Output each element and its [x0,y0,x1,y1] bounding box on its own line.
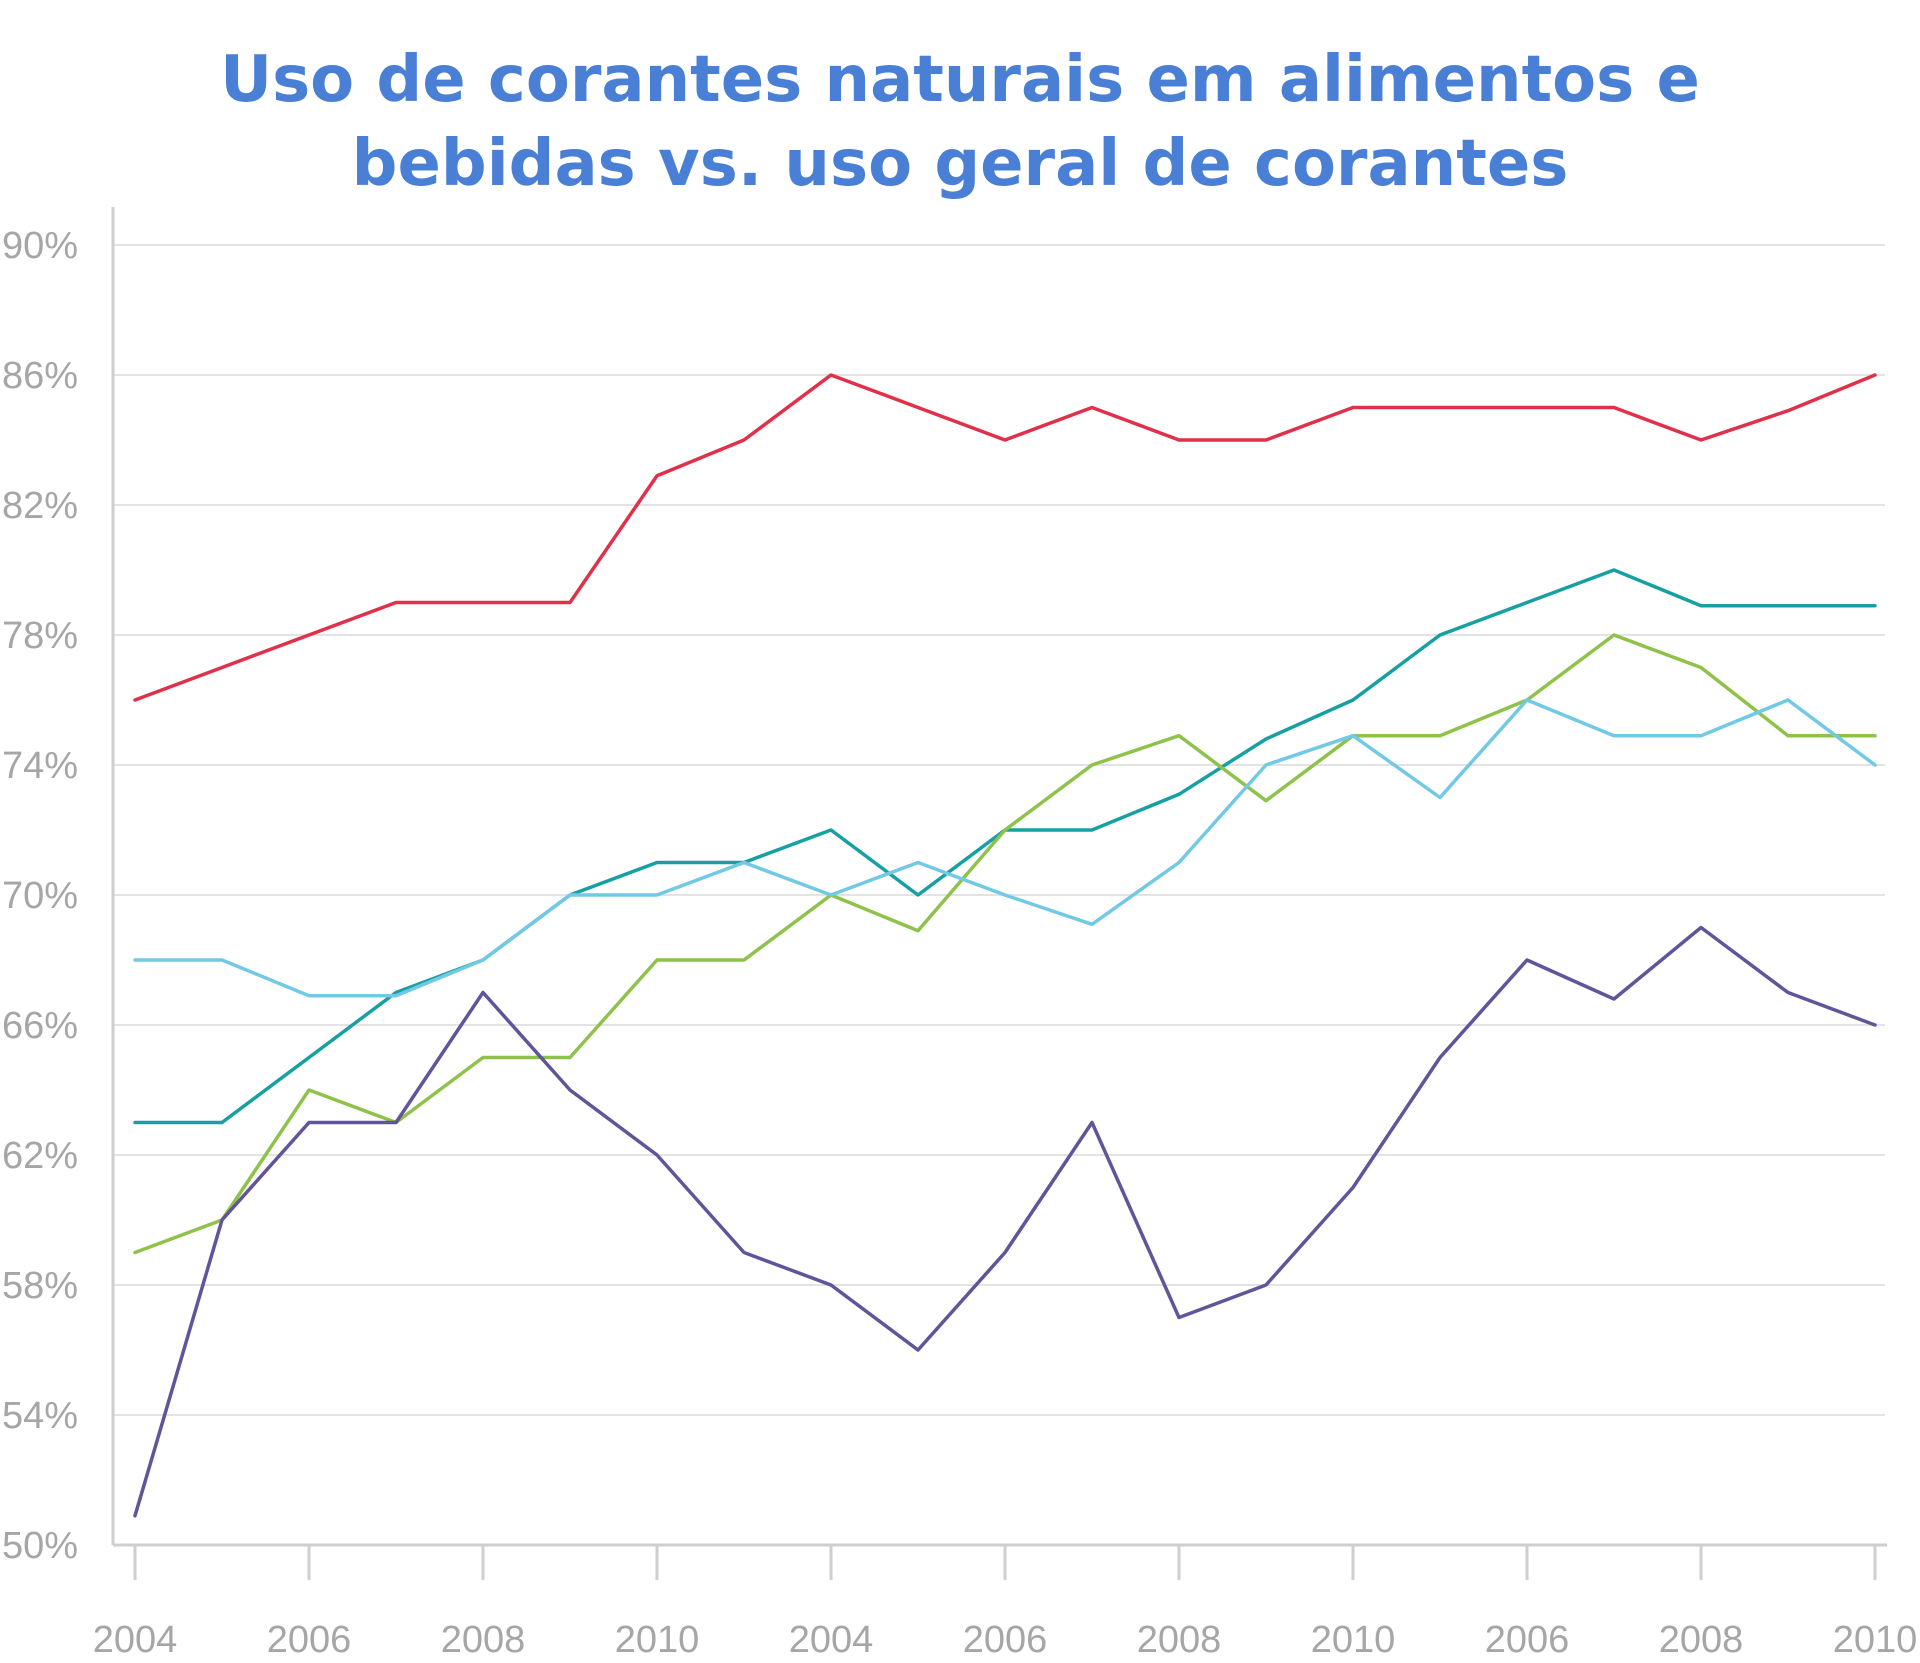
series-line-3 [133,633,1877,1255]
x-tick-label: 2006 [1485,1619,1570,1661]
x-axis-ticks: 2004 2006 2008 2010 2004 2006 2008 2010 2006 2008… [93,1545,1918,1661]
series-line-1 [133,373,1877,702]
y-tick-label: 62% [2,1135,78,1177]
axes [111,207,1887,1547]
y-tick-label: 86% [2,355,78,397]
y-tick-label: 82% [2,485,78,527]
y-tick-label: 50% [2,1525,78,1567]
x-tick-label: 2008 [1659,1619,1744,1661]
x-tick-label: 2010 [1311,1619,1396,1661]
y-axis-ticks: 90% 86% 82% 78% 74% 70% 66% 62% 58% 54% 50% [2,225,78,1567]
series-line-2 [133,568,1877,1125]
chart-title-line-1: Uso de corantes naturais em alimentos e [220,43,1700,117]
gridlines [113,244,1885,1416]
y-tick-label: 66% [2,1005,78,1047]
x-tick-label: 2010 [615,1619,700,1661]
series-lines [133,373,1877,1518]
x-tick-label: 2004 [789,1619,874,1661]
x-tick-label: 2006 [267,1619,352,1661]
series-line-4 [133,698,1877,998]
y-tick-label: 90% [2,225,78,267]
y-tick-label: 70% [2,875,78,917]
y-tick-label: 74% [2,745,78,787]
series-line-5 [133,925,1877,1518]
chart-title: Uso de corantes naturais em alimentos e … [0,38,1920,206]
y-tick-label: 54% [2,1395,78,1437]
x-tick-label: 2006 [963,1619,1048,1661]
x-tick-label: 2008 [1137,1619,1222,1661]
x-tick-label: 2010 [1833,1619,1918,1661]
y-tick-label: 58% [2,1265,78,1307]
x-tick-label: 2008 [441,1619,526,1661]
y-tick-label: 78% [2,615,78,657]
x-tick-label: 2004 [93,1619,178,1661]
chart-title-line-2: bebidas vs. uso geral de corantes [351,127,1569,201]
